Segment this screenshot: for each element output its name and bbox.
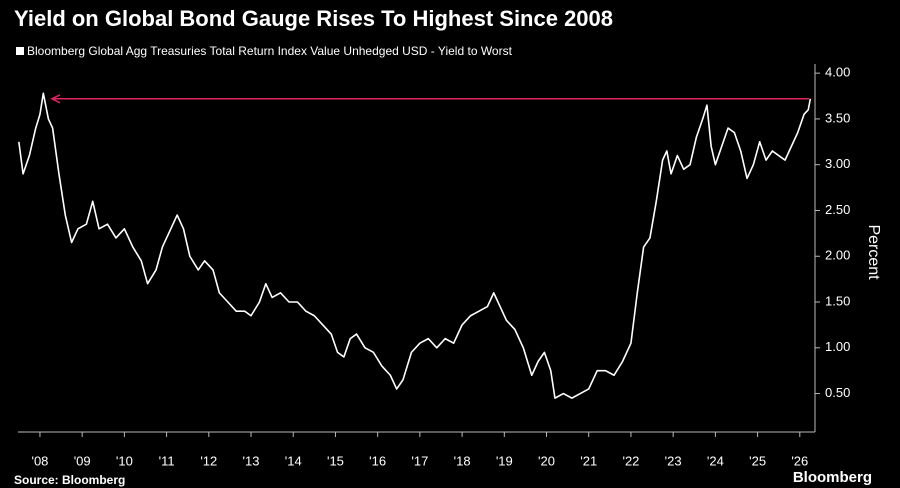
x-tick-label: '24 — [707, 453, 724, 468]
x-tick-label: '23 — [665, 453, 682, 468]
x-tick-label: '15 — [327, 453, 344, 468]
chart-title: Yield on Global Bond Gauge Rises To High… — [14, 6, 613, 31]
y-tick-label: 4.00 — [825, 65, 850, 80]
x-tick-label: '11 — [159, 453, 175, 468]
y-tick-label: 2.00 — [825, 248, 850, 263]
x-tick-label: '17 — [411, 453, 428, 468]
reference-arrow — [50, 94, 61, 104]
x-tick-label: '19 — [496, 453, 513, 468]
x-tick-label: '20 — [538, 453, 555, 468]
x-tick-label: '14 — [285, 453, 302, 468]
line-series — [18, 92, 812, 399]
y-tick-label: 1.50 — [825, 293, 850, 308]
y-tick-label: 3.00 — [825, 156, 850, 171]
x-tick-label: '10 — [116, 453, 133, 468]
x-tick-label: '12 — [200, 453, 217, 468]
x-tick-label: '21 — [580, 453, 597, 468]
x-tick-label: '09 — [74, 453, 91, 468]
source: Source: Bloomberg — [14, 473, 125, 487]
x-tick-label: '13 — [243, 453, 260, 468]
y-tick-label: 2.50 — [825, 202, 850, 217]
brand: Bloomberg — [793, 469, 872, 486]
y-axis-label: Percent — [865, 224, 882, 280]
y-tick-label: 0.50 — [825, 385, 850, 400]
y-tick-label: 3.50 — [825, 110, 850, 125]
x-tick-label: '26 — [791, 453, 808, 468]
x-tick-label: '16 — [369, 453, 386, 468]
x-tick-label: '08 — [31, 453, 48, 468]
y-tick-label: 1.00 — [825, 339, 850, 354]
x-tick-label: '25 — [749, 453, 766, 468]
legend-label: Bloomberg Global Agg Treasuries Total Re… — [27, 44, 513, 58]
x-tick-label: '18 — [454, 453, 471, 468]
legend-swatch — [16, 47, 24, 55]
x-tick-label: '22 — [622, 453, 639, 468]
